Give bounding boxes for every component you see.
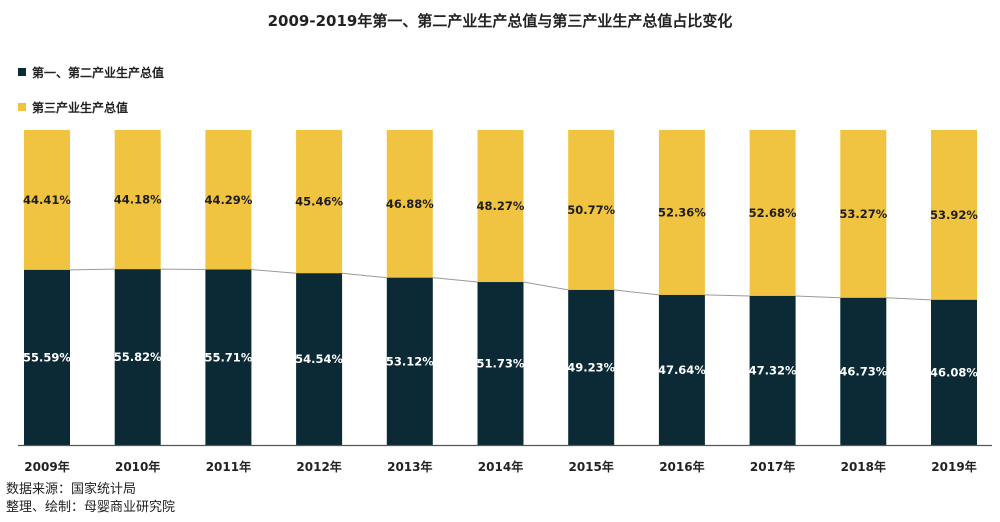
bar-tertiary-3 [296,130,343,274]
data-label-primary-secondary-0: 55.59% [23,350,71,364]
data-label-tertiary-1: 44.18% [114,193,162,207]
x-tick-label-3: 2012年 [296,459,341,474]
legend-label-primary-secondary: 第一、第二产业生产总值 [32,65,165,80]
bar-tertiary-2 [205,130,252,270]
connector-line-8 [795,295,841,299]
data-label-tertiary-4: 46.88% [386,197,434,211]
bar-tertiary-0 [24,130,70,270]
x-tick-label-1: 2010年 [115,459,160,474]
legend-swatch-primary-secondary [18,68,26,76]
bar-tertiary-10 [931,130,977,300]
data-label-primary-secondary-7: 47.64% [658,363,706,377]
author-note: 整理、绘制：母婴商业研究院 [6,500,176,515]
bar-tertiary-4 [386,130,433,278]
x-tick-label-0: 2009年 [24,459,69,474]
data-label-tertiary-7: 52.36% [658,205,706,219]
x-tick-label-5: 2014年 [478,459,523,474]
bar-primary-secondary-4 [386,277,433,445]
x-tick-label-10: 2019年 [931,459,976,474]
bar-primary-secondary-0 [24,269,70,445]
data-label-tertiary-0: 44.41% [23,193,71,207]
connector-line-5 [523,281,569,291]
legend-label-tertiary: 第三产业生产总值 [32,100,129,115]
data-label-primary-secondary-3: 54.54% [295,352,343,366]
x-tick-label-4: 2013年 [387,459,432,474]
chart-title: 2009-2019年第一、第二产业生产总值与第三产业生产总值占比变化 [267,12,733,30]
data-label-primary-secondary-6: 49.23% [567,360,615,374]
connector-line-4 [432,277,478,283]
bar-tertiary-6 [568,130,615,290]
data-label-primary-secondary-4: 53.12% [386,354,434,368]
x-tick-label-7: 2016年 [659,459,704,474]
bar-primary-secondary-1 [114,269,161,445]
x-tick-label-2: 2011年 [206,459,251,474]
data-label-tertiary-9: 53.27% [839,207,887,221]
connector-line-3 [342,272,387,279]
bar-tertiary-8 [749,130,796,296]
x-tick-label-6: 2015年 [568,459,613,474]
data-label-primary-secondary-2: 55.71% [204,350,252,364]
bar-tertiary-5 [477,130,524,283]
connector-line-9 [886,297,932,301]
data-label-primary-secondary-8: 47.32% [749,363,797,377]
data-label-primary-secondary-5: 51.73% [477,357,525,371]
connector-line-7 [704,294,750,297]
bar-tertiary-9 [840,130,887,298]
connector-line-2 [251,269,297,274]
data-label-primary-secondary-10: 46.08% [930,365,978,379]
bar-primary-secondary-9 [840,297,887,445]
connector-line-6 [614,289,659,296]
bar-tertiary-1 [114,130,161,270]
bar-primary-secondary-7 [658,294,705,445]
data-label-tertiary-3: 45.46% [295,195,343,209]
x-tick-label-8: 2017年 [750,459,795,474]
data-source-note: 数据来源：国家统计局 [6,482,137,497]
x-tick-label-9: 2018年 [841,459,886,474]
bar-primary-secondary-3 [296,273,343,445]
legend-item-primary-secondary: 第一、第二产业生产总值 [18,64,164,80]
data-label-primary-secondary-1: 55.82% [114,350,162,364]
bar-primary-secondary-2 [205,269,252,445]
legend-swatch-tertiary [18,103,26,111]
bar-primary-secondary-5 [477,282,524,445]
legend-item-tertiary: 第三产业生产总值 [18,99,128,115]
connector-line-0 [69,268,115,271]
bar-primary-secondary-8 [749,295,796,445]
bar-primary-secondary-10 [931,299,977,445]
data-label-primary-secondary-9: 46.73% [839,364,887,378]
data-label-tertiary-2: 44.29% [204,193,252,207]
data-label-tertiary-6: 50.77% [567,203,615,217]
bar-tertiary-7 [658,130,705,295]
data-label-tertiary-10: 53.92% [930,208,978,222]
bar-primary-secondary-6 [568,289,615,445]
data-label-tertiary-5: 48.27% [477,199,525,213]
data-label-tertiary-8: 52.68% [749,206,797,220]
